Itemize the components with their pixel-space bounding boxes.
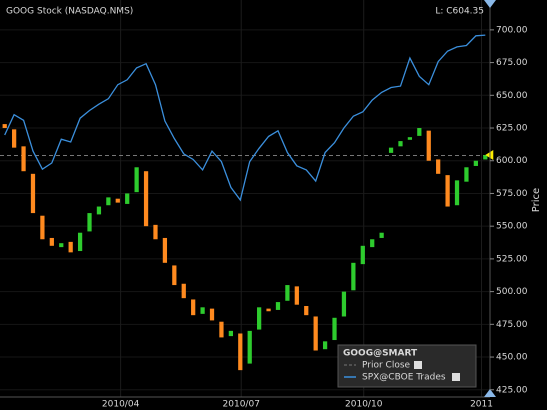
last-price-label: L: C604.35 <box>435 7 484 17</box>
candle <box>162 237 168 263</box>
last-price-marker <box>485 150 494 161</box>
spx-line <box>4 34 486 202</box>
candle <box>191 299 196 316</box>
candle <box>370 239 375 248</box>
y-tick-label: 475.00 <box>496 320 528 330</box>
x-tick-label: 2010/04 <box>102 400 140 410</box>
chart-title: GOOG Stock (NASDAQ.NMS) <box>6 7 133 17</box>
candle <box>68 241 73 253</box>
y-axis-title: Price <box>531 188 542 212</box>
candle <box>304 306 309 316</box>
y-tick-label: 650.00 <box>496 91 528 101</box>
candle <box>464 167 469 182</box>
candle <box>426 130 431 161</box>
candle <box>341 291 347 317</box>
candle <box>96 206 102 215</box>
y-tick-label: 600.00 <box>496 156 528 166</box>
scroll-marker-bottom[interactable] <box>484 389 496 397</box>
candle <box>294 286 299 305</box>
candle <box>473 160 478 166</box>
candle <box>417 128 422 136</box>
candle <box>49 237 54 246</box>
candle <box>238 333 243 371</box>
candle <box>322 341 328 350</box>
candle <box>125 193 130 204</box>
legend-header: GOOG@SMART <box>343 349 418 359</box>
candle <box>454 180 460 206</box>
candle <box>200 307 205 314</box>
legend-label: SPX@CBOE Trades <box>362 373 446 383</box>
candle <box>379 232 384 238</box>
candle <box>285 285 290 301</box>
candle <box>2 124 7 129</box>
y-tick-label: 625.00 <box>496 124 528 134</box>
candle <box>21 146 26 172</box>
candle <box>115 198 120 203</box>
legend: GOOG@SMART Prior Close SPX@CBOE Trades <box>337 344 477 388</box>
scroll-marker-top[interactable] <box>484 0 496 8</box>
plot <box>0 34 494 371</box>
y-tick-label: 500.00 <box>496 287 528 297</box>
candle <box>388 147 394 153</box>
candle <box>351 262 356 291</box>
candle <box>12 129 17 148</box>
y-tick-label: 700.00 <box>496 25 528 35</box>
y-tick-label: 675.00 <box>496 58 528 68</box>
y-tick-label: 550.00 <box>496 222 528 232</box>
x-tick-label: 2010/07 <box>223 400 260 410</box>
candle <box>40 215 45 240</box>
candle <box>247 330 252 364</box>
candle <box>219 321 224 338</box>
candle <box>266 308 271 312</box>
candle <box>59 243 64 248</box>
x-tick-label: 2010/10 <box>345 400 383 410</box>
candle <box>332 317 337 341</box>
candle <box>77 232 83 252</box>
candle <box>134 167 139 193</box>
y-tick-label: 450.00 <box>496 353 528 363</box>
candle <box>360 245 365 265</box>
candle <box>153 224 158 240</box>
candle <box>398 141 403 147</box>
y-tick-label: 525.00 <box>496 254 528 264</box>
candle <box>407 137 413 140</box>
candle <box>106 197 111 206</box>
candle <box>143 171 149 227</box>
x-tick-label: 2011 <box>470 400 493 410</box>
candle <box>436 159 441 174</box>
legend-label: Prior Close <box>362 361 411 371</box>
candle <box>257 307 262 330</box>
candle <box>172 265 177 286</box>
candle <box>275 302 281 310</box>
candle <box>445 175 450 207</box>
y-tick-label: 425.00 <box>496 385 528 395</box>
candle <box>209 308 215 321</box>
y-tick-label: 575.00 <box>496 189 528 199</box>
candle <box>313 316 318 351</box>
candle <box>483 155 488 160</box>
candle <box>228 330 233 337</box>
checkbox[interactable] <box>452 373 460 381</box>
candle <box>181 283 186 299</box>
candle <box>87 213 92 232</box>
checkbox[interactable] <box>414 361 422 369</box>
candle <box>30 173 36 214</box>
